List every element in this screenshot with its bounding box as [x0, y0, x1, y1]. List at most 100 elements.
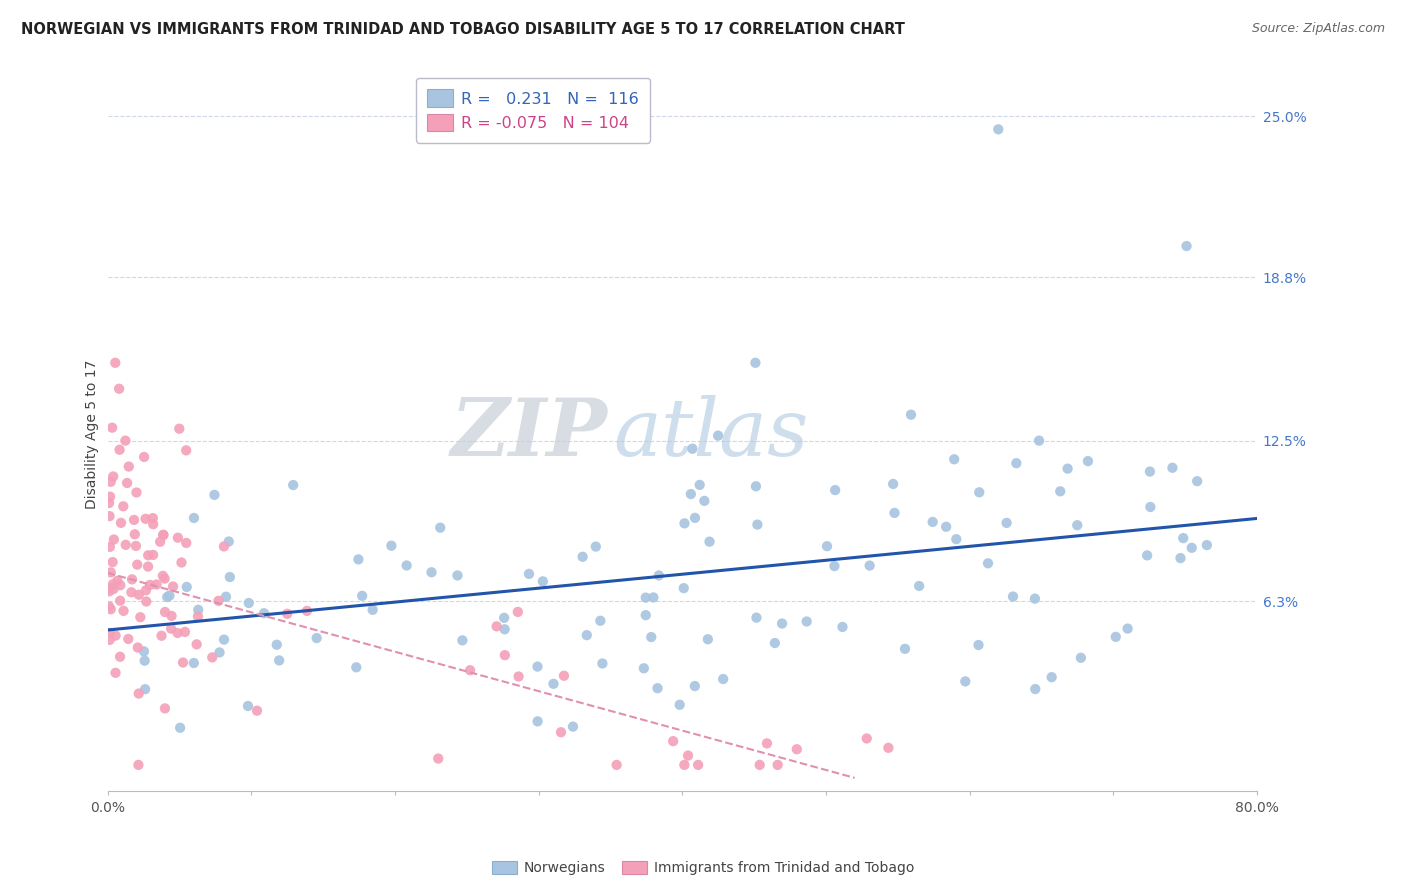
Point	[152, 528, 174, 542]
Point	[153, 701, 176, 715]
Point	[420, 566, 443, 580]
Point	[347, 552, 370, 566]
Point	[673, 516, 696, 531]
Point	[269, 653, 291, 667]
Point	[156, 590, 179, 604]
Point	[1040, 670, 1063, 684]
Point	[1170, 551, 1192, 566]
Point	[458, 663, 481, 677]
Point	[174, 443, 197, 458]
Point	[908, 579, 931, 593]
Point	[305, 631, 328, 645]
Legend: R =   0.231   N =  116, R = -0.075   N = 104: R = 0.231 N = 116, R = -0.075 N = 104	[416, 78, 650, 143]
Point	[553, 669, 575, 683]
Point	[1185, 474, 1208, 488]
Point	[142, 511, 165, 525]
Point	[266, 638, 288, 652]
Point	[1173, 531, 1195, 545]
Point	[562, 720, 585, 734]
Point	[672, 581, 695, 595]
Point	[796, 615, 818, 629]
Point	[894, 641, 917, 656]
Point	[1066, 518, 1088, 533]
Point	[748, 758, 770, 772]
Point	[683, 511, 706, 525]
Point	[201, 650, 224, 665]
Point	[766, 758, 789, 772]
Point	[429, 521, 451, 535]
Point	[526, 659, 548, 673]
Point	[662, 734, 685, 748]
Point	[589, 614, 612, 628]
Point	[295, 604, 318, 618]
Point	[673, 758, 696, 772]
Point	[121, 573, 143, 587]
Point	[108, 442, 131, 457]
Point	[1077, 454, 1099, 468]
Point	[166, 626, 188, 640]
Point	[150, 629, 173, 643]
Point	[187, 609, 209, 624]
Point	[153, 605, 176, 619]
Point	[187, 603, 209, 617]
Point	[103, 469, 125, 483]
Point	[114, 538, 136, 552]
Point	[108, 382, 131, 396]
Point	[101, 420, 124, 434]
Point	[134, 682, 156, 697]
Point	[1024, 591, 1046, 606]
Point	[1105, 630, 1128, 644]
Point	[711, 672, 734, 686]
Point	[571, 549, 593, 564]
Point	[1001, 590, 1024, 604]
Point	[745, 479, 768, 493]
Point	[935, 520, 957, 534]
Point	[238, 596, 260, 610]
Point	[139, 578, 162, 592]
Point	[683, 679, 706, 693]
Point	[344, 660, 367, 674]
Point	[591, 657, 613, 671]
Point	[770, 616, 793, 631]
Point	[98, 584, 121, 599]
Point	[112, 500, 135, 514]
Point	[633, 661, 655, 675]
Point	[508, 669, 530, 683]
Point	[176, 580, 198, 594]
Point	[977, 557, 1000, 571]
Point	[427, 751, 450, 765]
Point	[98, 496, 121, 510]
Point	[98, 490, 121, 504]
Point	[149, 534, 172, 549]
Point	[135, 583, 157, 598]
Point	[276, 607, 298, 621]
Point	[506, 605, 529, 619]
Point	[160, 622, 183, 636]
Point	[815, 539, 838, 553]
Point	[668, 698, 690, 712]
Point	[204, 488, 226, 502]
Legend: Norwegians, Immigrants from Trinidad and Tobago: Norwegians, Immigrants from Trinidad and…	[486, 855, 920, 880]
Point	[207, 594, 229, 608]
Point	[186, 637, 208, 651]
Text: atlas: atlas	[613, 395, 808, 473]
Point	[987, 122, 1010, 136]
Point	[134, 654, 156, 668]
Point	[115, 475, 138, 490]
Point	[1005, 456, 1028, 470]
Point	[125, 539, 148, 553]
Point	[122, 513, 145, 527]
Point	[882, 477, 904, 491]
Point	[699, 534, 721, 549]
Point	[1161, 460, 1184, 475]
Point	[208, 645, 231, 659]
Point	[152, 528, 174, 542]
Point	[1056, 461, 1078, 475]
Point	[132, 644, 155, 658]
Point	[105, 574, 128, 588]
Point	[127, 640, 149, 655]
Point	[647, 681, 669, 696]
Point	[110, 516, 132, 530]
Point	[1195, 538, 1218, 552]
Point	[218, 534, 240, 549]
